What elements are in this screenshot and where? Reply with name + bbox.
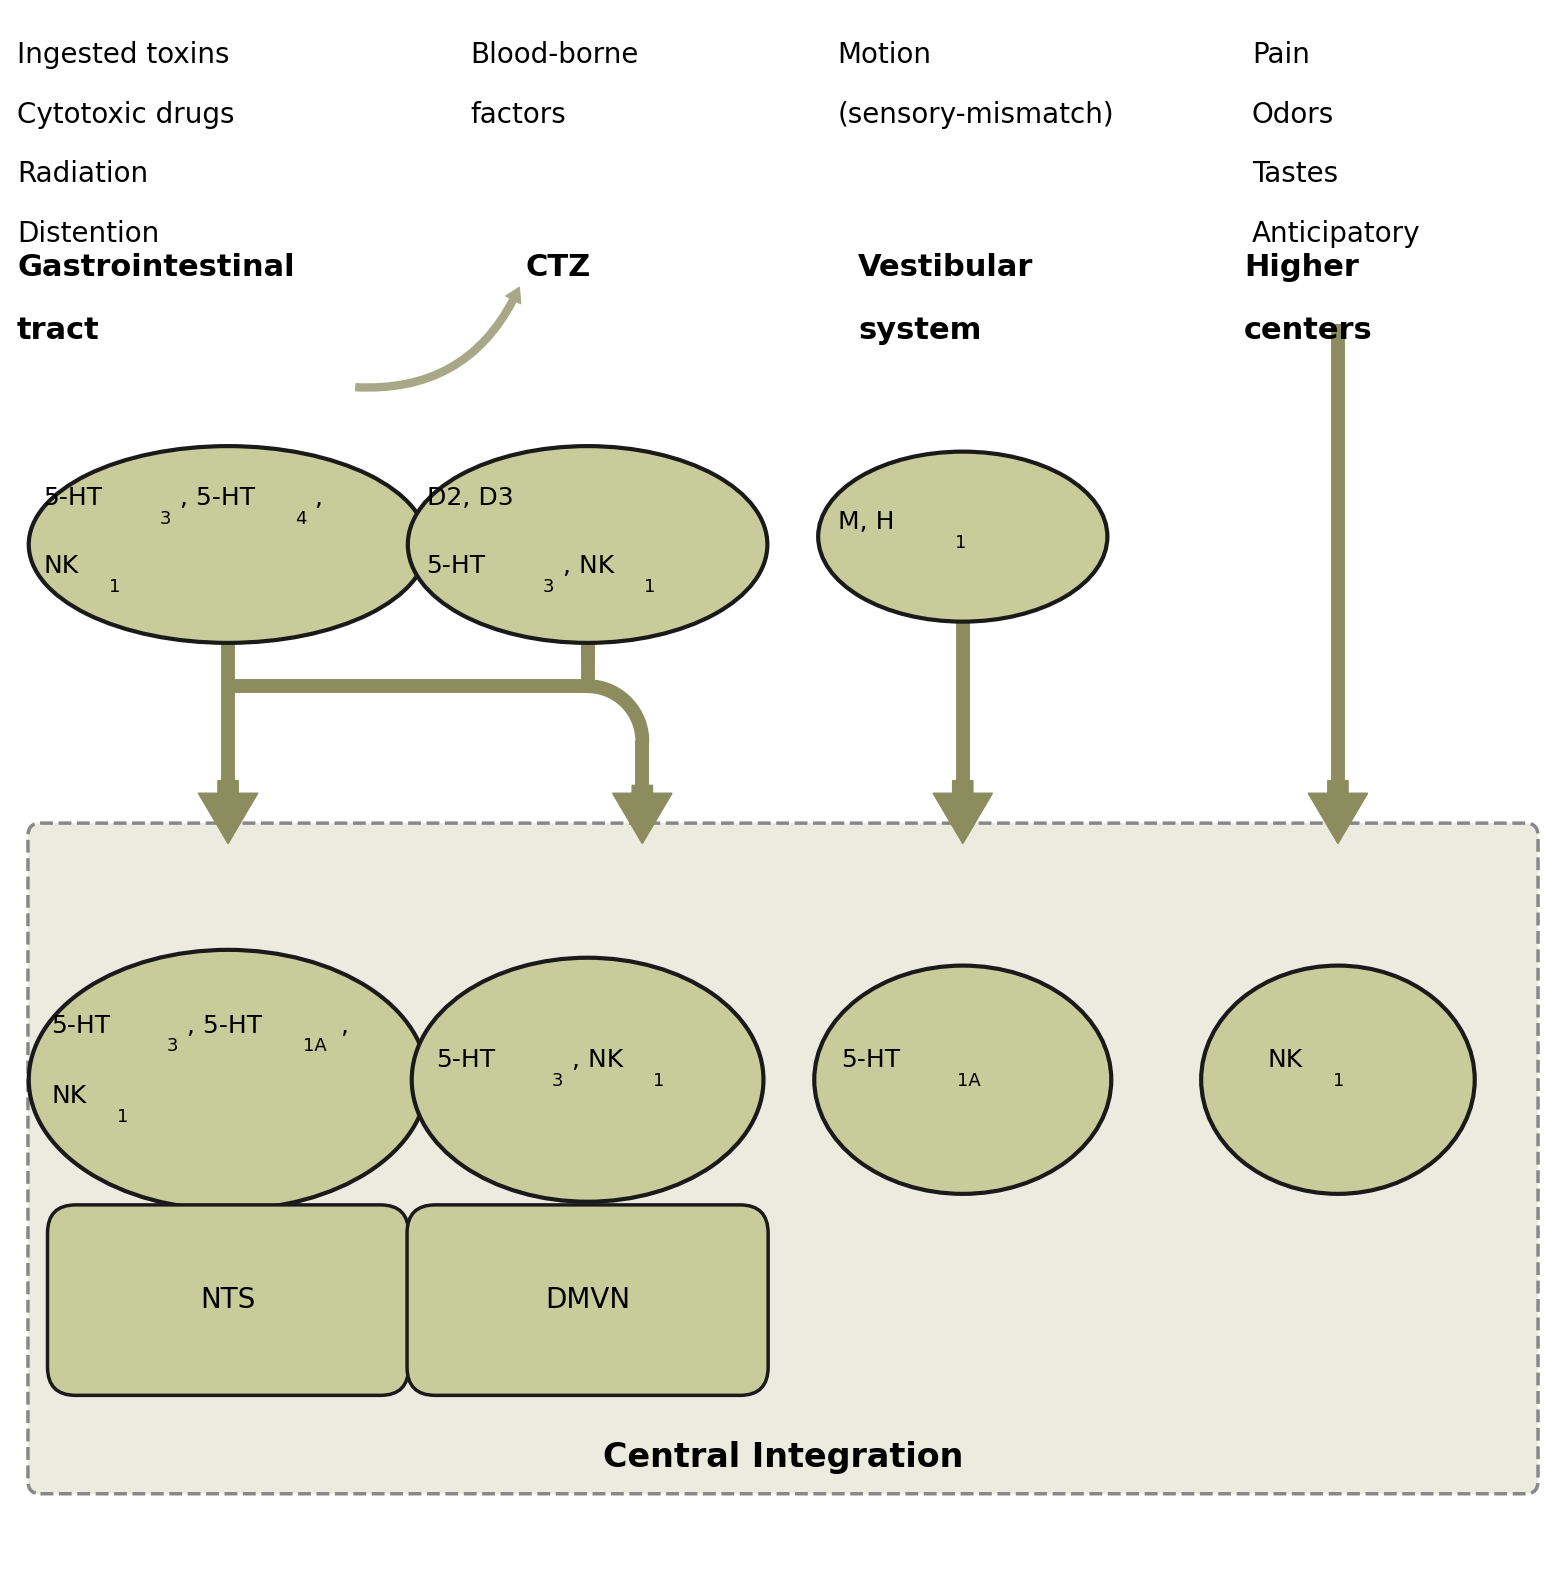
Text: Gastrointestinal: Gastrointestinal [17, 254, 294, 282]
Text: factors: factors [470, 101, 565, 129]
Text: 4: 4 [296, 509, 307, 528]
FancyBboxPatch shape [47, 1205, 409, 1396]
Text: centers: centers [1243, 317, 1373, 345]
FancyArrow shape [199, 781, 258, 844]
Text: 1: 1 [653, 1072, 664, 1090]
Text: M, H: M, H [838, 509, 894, 533]
Text: 5-HT: 5-HT [841, 1049, 900, 1072]
Text: NK: NK [52, 1085, 86, 1109]
FancyArrowPatch shape [355, 287, 520, 391]
Text: Anticipatory: Anticipatory [1251, 221, 1420, 248]
Text: Vestibular: Vestibular [858, 254, 1034, 282]
Text: 3: 3 [542, 577, 554, 596]
Ellipse shape [28, 446, 428, 643]
Text: 5-HT: 5-HT [435, 1049, 495, 1072]
Text: Radiation: Radiation [17, 161, 149, 188]
Text: 1: 1 [117, 1109, 128, 1126]
Text: Odors: Odors [1251, 101, 1334, 129]
Text: DMVN: DMVN [545, 1287, 630, 1314]
Text: 5-HT: 5-HT [44, 486, 103, 509]
FancyBboxPatch shape [407, 1205, 769, 1396]
Text: CTZ: CTZ [525, 254, 590, 282]
Text: ,: , [315, 486, 323, 509]
Text: 1: 1 [644, 577, 655, 596]
Text: 5-HT: 5-HT [52, 1014, 111, 1038]
Text: D2, D3: D2, D3 [426, 486, 514, 509]
Ellipse shape [1201, 965, 1475, 1194]
Text: , NK: , NK [562, 554, 614, 577]
Text: 1A: 1A [957, 1072, 980, 1090]
Text: Tastes: Tastes [1251, 161, 1337, 188]
Text: 1A: 1A [304, 1038, 327, 1055]
Text: 3: 3 [168, 1038, 179, 1055]
Text: 1: 1 [955, 533, 966, 552]
Text: tract: tract [17, 317, 100, 345]
Text: Cytotoxic drugs: Cytotoxic drugs [17, 101, 235, 129]
Text: Distention: Distention [17, 221, 160, 248]
Text: Higher: Higher [1243, 254, 1359, 282]
Text: 5-HT: 5-HT [426, 554, 485, 577]
Text: Ingested toxins: Ingested toxins [17, 41, 230, 69]
Text: NTS: NTS [200, 1287, 255, 1314]
Text: NK: NK [1267, 1049, 1303, 1072]
Text: Blood-borne: Blood-borne [470, 41, 639, 69]
Text: Motion: Motion [838, 41, 932, 69]
Text: Central Integration: Central Integration [603, 1441, 963, 1474]
Text: (sensory-mismatch): (sensory-mismatch) [838, 101, 1115, 129]
Text: 1: 1 [110, 577, 121, 596]
Ellipse shape [412, 957, 764, 1202]
Text: NK: NK [44, 554, 78, 577]
Text: 3: 3 [551, 1072, 564, 1090]
Ellipse shape [817, 451, 1107, 621]
FancyArrow shape [933, 781, 993, 844]
Text: 3: 3 [160, 509, 171, 528]
Text: , 5-HT: , 5-HT [188, 1014, 263, 1038]
Text: system: system [858, 317, 982, 345]
Ellipse shape [28, 949, 428, 1210]
Ellipse shape [407, 446, 767, 643]
FancyArrow shape [1308, 781, 1367, 844]
Text: , 5-HT: , 5-HT [180, 486, 255, 509]
Text: ,: , [341, 1014, 349, 1038]
Text: Pain: Pain [1251, 41, 1309, 69]
FancyBboxPatch shape [28, 823, 1538, 1493]
Text: 1: 1 [1333, 1072, 1345, 1090]
Ellipse shape [814, 965, 1112, 1194]
FancyArrow shape [612, 785, 672, 844]
Text: , NK: , NK [572, 1049, 623, 1072]
